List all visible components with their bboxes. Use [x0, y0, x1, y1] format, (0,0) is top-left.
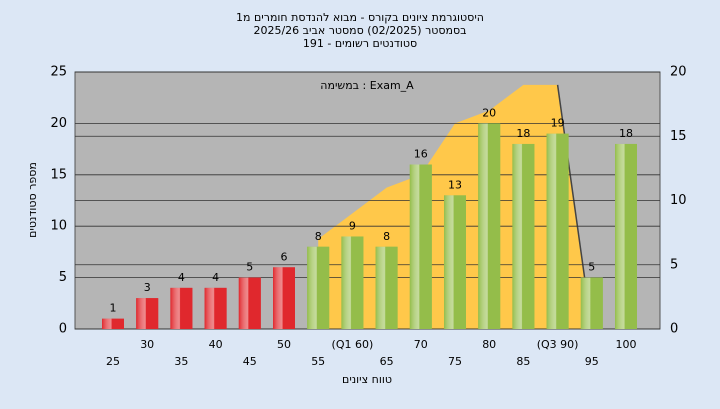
x-tick-label: 75	[448, 355, 462, 368]
bar	[478, 123, 501, 330]
value-label: 13	[448, 178, 462, 191]
x-tick-label: 70	[414, 338, 428, 351]
bar	[204, 287, 227, 329]
value-label: 4	[212, 271, 219, 284]
value-label: 9	[349, 219, 356, 232]
bar	[102, 318, 124, 329]
annotation: במשימה : Exam_A	[320, 79, 414, 92]
y-tick-label: 5	[59, 270, 67, 285]
x-tick-label: 40	[209, 338, 223, 351]
x-axis-label: טווח ציונים	[342, 373, 392, 386]
x-tick-label: (Q1 60)	[332, 338, 374, 351]
x-tick-label: (Q3 90)	[537, 338, 579, 351]
bar	[136, 298, 159, 329]
chart-subtitle: בסמסטר (02/2025) סמסטר אביב 2025/26	[253, 24, 466, 37]
value-label: 8	[383, 230, 390, 243]
bar	[238, 277, 261, 329]
value-label: 18	[619, 127, 633, 140]
chart-title: היסטוגרמת ציונים בקורס - מבוא להנדסת חומ…	[236, 11, 484, 24]
x-tick-label: 80	[482, 338, 496, 351]
y-tick-label: 25	[50, 65, 67, 80]
x-tick-label: 50	[277, 338, 291, 351]
value-label: 5	[246, 261, 253, 274]
value-label: 6	[281, 250, 288, 263]
y-tick-label: 0	[59, 322, 67, 337]
value-label: 3	[144, 281, 151, 294]
bar	[170, 287, 193, 329]
bar	[444, 195, 466, 329]
y2-tick-label: 10	[670, 193, 687, 208]
value-label: 20	[482, 106, 496, 119]
x-tick-label: 85	[516, 355, 530, 368]
bar	[409, 164, 432, 329]
bar	[341, 236, 364, 329]
value-label: 1	[110, 302, 117, 315]
x-tick-label: 95	[585, 355, 599, 368]
y2-tick-label: 20	[670, 65, 687, 80]
y-tick-label: 15	[50, 167, 67, 182]
y2-tick-label: 5	[670, 257, 678, 272]
y2-tick-label: 0	[670, 322, 678, 337]
bar	[512, 143, 535, 329]
value-label: 8	[315, 230, 322, 243]
y-tick-label: 20	[50, 116, 67, 131]
x-tick-label: 30	[140, 338, 154, 351]
bar	[546, 133, 569, 329]
x-tick-label: 25	[106, 355, 120, 368]
value-label: 4	[178, 271, 185, 284]
y2-tick-label: 15	[670, 129, 687, 144]
y-tick-label: 10	[50, 219, 67, 234]
x-tick-label: 65	[380, 355, 394, 368]
x-tick-label: 55	[311, 355, 325, 368]
x-tick-label: 35	[174, 355, 188, 368]
bar	[375, 246, 398, 329]
bar	[273, 267, 295, 329]
y-axis-label: מספר סטודנטים	[26, 162, 39, 238]
value-label: 5	[588, 261, 595, 274]
value-label: 18	[516, 127, 530, 140]
chart-subtitle: סטודנטים רשומים - 191	[303, 37, 417, 50]
value-label: 16	[414, 148, 428, 161]
value-label: 19	[551, 117, 565, 130]
x-tick-label: 100	[616, 338, 637, 351]
bar	[307, 246, 330, 329]
x-tick-label: 45	[243, 355, 257, 368]
bar	[615, 143, 637, 329]
bar	[580, 277, 603, 329]
